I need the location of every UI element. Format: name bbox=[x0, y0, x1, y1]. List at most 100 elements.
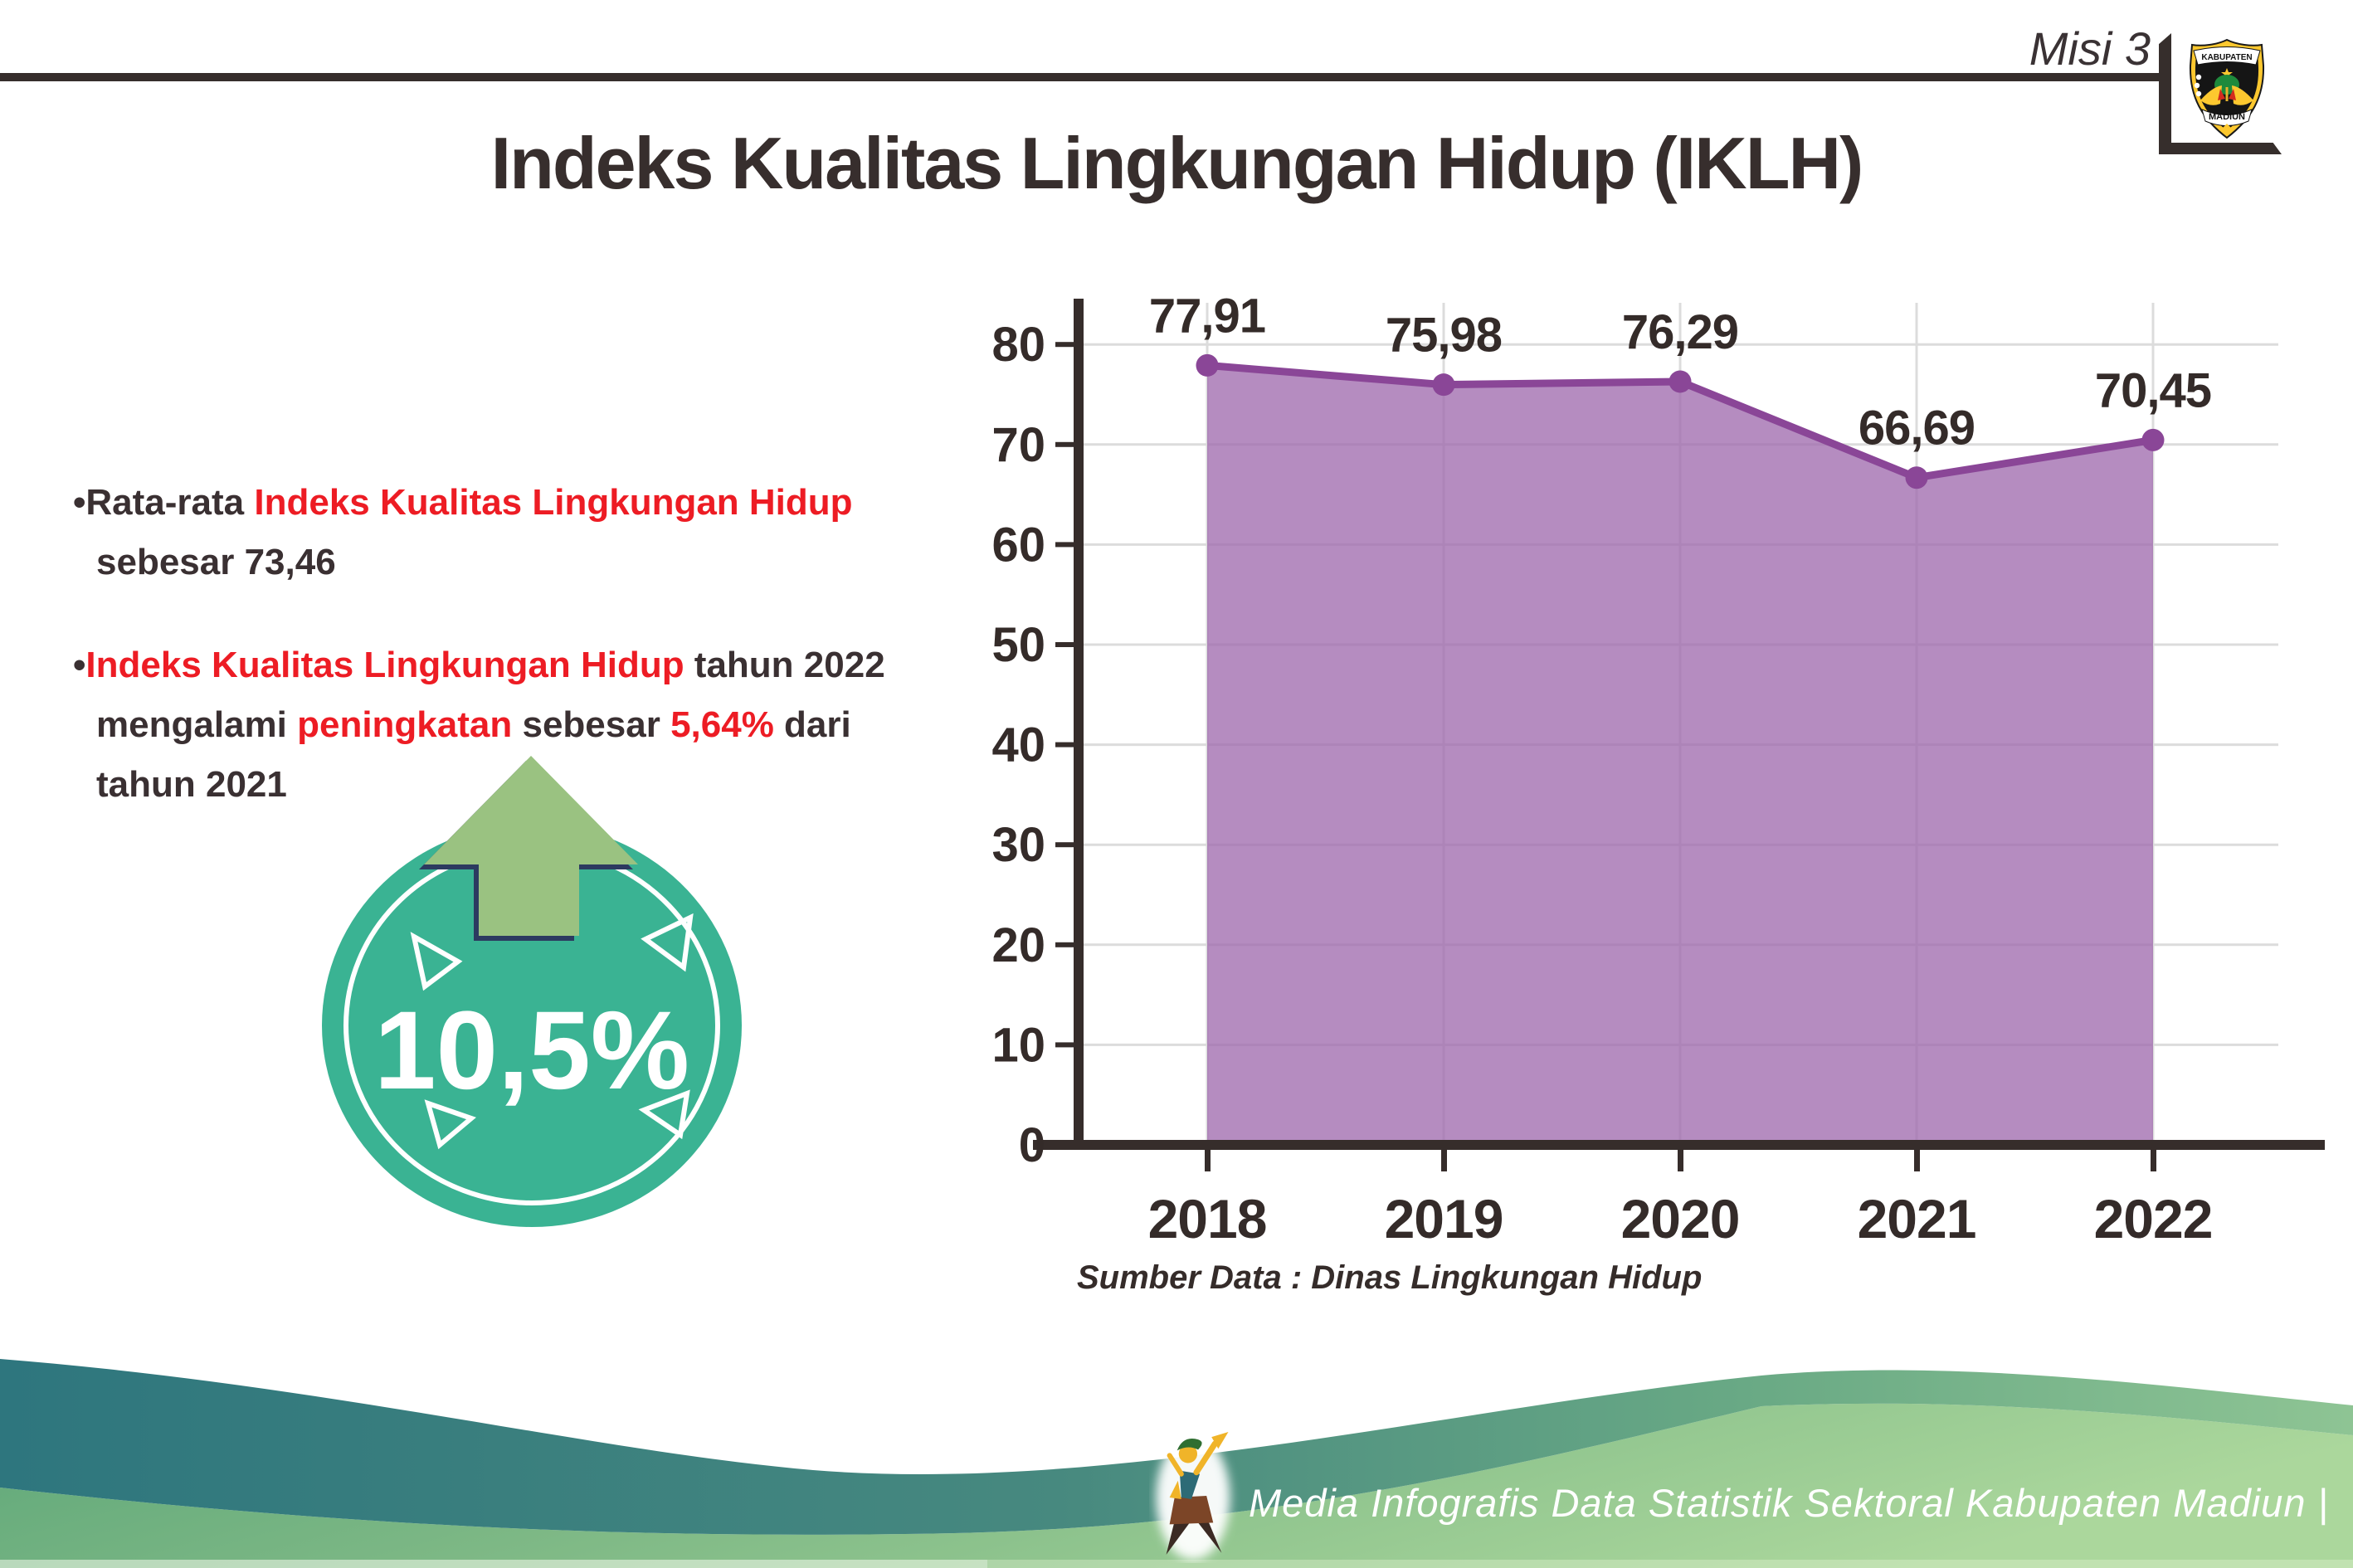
y-tick bbox=[1055, 441, 1074, 447]
y-axis bbox=[1074, 299, 1084, 1150]
data-point bbox=[1196, 353, 1219, 377]
y-tick bbox=[1055, 742, 1074, 747]
up-arrow-icon bbox=[424, 756, 638, 936]
y-axis-label: 0 bbox=[1019, 1118, 1045, 1172]
footer-bottom-strip-left bbox=[0, 1560, 987, 1568]
data-label: 77,91 bbox=[1149, 290, 1265, 343]
data-point bbox=[1432, 373, 1455, 397]
growth-value: 10,5% bbox=[374, 989, 689, 1113]
text-segment: tahun 2022 bbox=[684, 645, 885, 685]
mascot-sarong bbox=[1169, 1496, 1214, 1525]
text-segment: dari bbox=[773, 704, 851, 745]
data-point bbox=[1905, 466, 1928, 489]
text-segment: mengalami bbox=[96, 704, 298, 745]
insight-list: •Rata-rata Indeks Kualitas Lingkungan Hi… bbox=[73, 473, 1002, 858]
text-segment: • bbox=[73, 645, 86, 685]
logo-flower-icon bbox=[2194, 82, 2200, 89]
bullet-line: mengalami peningkatan sebesar 5,64% dari bbox=[73, 695, 1002, 755]
data-label: 76,29 bbox=[1622, 305, 1738, 359]
mascot-beret bbox=[1176, 1439, 1202, 1451]
bullet-line: •Indeks Kualitas Lingkungan Hidup tahun … bbox=[73, 635, 1002, 695]
dancer-mascot-icon bbox=[1156, 1432, 1230, 1560]
mascot-head bbox=[1178, 1444, 1198, 1463]
x-tick bbox=[1205, 1150, 1211, 1171]
x-tick bbox=[1914, 1150, 1920, 1171]
mascot-pennant bbox=[1211, 1432, 1229, 1449]
y-axis-label: 80 bbox=[991, 318, 1045, 372]
data-label: 75,98 bbox=[1386, 309, 1502, 363]
bullet-line: tahun 2021 bbox=[73, 755, 1002, 815]
y-axis-label: 10 bbox=[991, 1018, 1045, 1072]
sparkle-triangle-icon bbox=[638, 1089, 690, 1140]
mascot-arm bbox=[1193, 1440, 1218, 1476]
x-axis-label: 2021 bbox=[1858, 1188, 1976, 1249]
mascot-sash bbox=[1169, 1480, 1181, 1500]
header-rule bbox=[0, 73, 2159, 81]
logo-red-ornament-left bbox=[2218, 89, 2225, 100]
text-segment-highlight: Indeks Kualitas Lingkungan Hidup bbox=[254, 482, 853, 523]
sparkle-triangle-icon bbox=[410, 932, 463, 991]
footer-bottom-strip bbox=[0, 1560, 2353, 1568]
y-axis-label: 40 bbox=[991, 718, 1045, 772]
x-axis-label: 2022 bbox=[2094, 1188, 2213, 1249]
x-axis-label: 2020 bbox=[1621, 1188, 1740, 1249]
bullet-line: sebesar 73,46 bbox=[73, 533, 1002, 592]
y-axis-label: 60 bbox=[991, 518, 1045, 572]
x-tick bbox=[2151, 1150, 2156, 1171]
y-tick bbox=[1055, 542, 1074, 548]
text-segment: sebesar bbox=[512, 704, 671, 745]
logo-right-wing-icon bbox=[2232, 85, 2253, 105]
mascot-leg bbox=[1198, 1521, 1222, 1553]
page-title: Indeks Kualitas Lingkungan Hidup (IKLH) bbox=[490, 122, 1864, 204]
x-tick bbox=[1678, 1150, 1683, 1171]
iklh-area-chart: 0 10 20 30 40 50 60 70 80 2018 2019 2020 2021 2022 77,… bbox=[991, 290, 2325, 1249]
logo-top-banner bbox=[2193, 46, 2261, 66]
insight-bullet-2: •Indeks Kualitas Lingkungan Hidup tahun … bbox=[73, 635, 1002, 815]
text-segment: tahun 2021 bbox=[96, 764, 287, 805]
logo-flower-icon bbox=[2195, 90, 2202, 97]
text-segment-highlight: peningkatan bbox=[297, 704, 513, 745]
y-axis-label: 50 bbox=[991, 618, 1045, 672]
data-point bbox=[1669, 370, 1692, 393]
y-axis-label: 30 bbox=[991, 818, 1045, 872]
y-tick bbox=[1055, 1042, 1074, 1048]
logo-flower-icon bbox=[2195, 74, 2202, 80]
logo-bottom-banner bbox=[2201, 109, 2253, 126]
x-tick bbox=[1441, 1150, 1447, 1171]
misi-label: Misi 3 bbox=[2029, 22, 2151, 75]
mascot-leg bbox=[1166, 1521, 1190, 1555]
kabupaten-madiun-logo-icon: KABUPATEN MADIUN bbox=[2189, 38, 2265, 139]
y-tick bbox=[1055, 842, 1074, 848]
y-tick bbox=[1055, 942, 1074, 947]
sparkle-triangle-icon bbox=[641, 913, 694, 972]
x-axis-label: 2019 bbox=[1385, 1188, 1503, 1249]
y-tick bbox=[1055, 642, 1074, 647]
badge-circle bbox=[322, 824, 742, 1227]
logo-top-text: KABUPATEN bbox=[2201, 53, 2252, 62]
text-segment: sebesar 73,46 bbox=[96, 542, 336, 582]
footer-caption: Media Infografis Data Statistik Sektoral… bbox=[1249, 1481, 2329, 1525]
bullet-line: •Rata-rata Indeks Kualitas Lingkungan Hi… bbox=[73, 473, 1002, 533]
insight-bullet-1: •Rata-rata Indeks Kualitas Lingkungan Hi… bbox=[73, 473, 1002, 592]
logo-bottom-text: MADIUN bbox=[2209, 112, 2245, 122]
data-label: 66,69 bbox=[1859, 402, 1975, 455]
text-segment: •Rata-rata bbox=[73, 482, 255, 523]
footer-wave bbox=[0, 1359, 2353, 1568]
logo-left-wing-icon bbox=[2200, 85, 2222, 105]
logo-tree-trunk bbox=[2225, 87, 2229, 101]
data-label: 70,45 bbox=[2095, 363, 2211, 417]
x-axis bbox=[1033, 1140, 2325, 1150]
mascot-arm bbox=[1167, 1453, 1184, 1477]
x-axis-label: 2018 bbox=[1148, 1188, 1267, 1249]
footer-wave-light-green bbox=[0, 1403, 2353, 1568]
source-note: Sumber Data : Dinas Lingkungan Hidup bbox=[1077, 1259, 1703, 1296]
mascot-torso bbox=[1179, 1470, 1201, 1500]
y-axis-label: 20 bbox=[991, 918, 1045, 972]
y-axis-label: 70 bbox=[991, 418, 1045, 472]
logo-frame-horizontal-bar bbox=[2159, 143, 2282, 154]
logo-red-ornament-right bbox=[2229, 89, 2236, 100]
sparkle-triangle-icon bbox=[424, 1099, 476, 1150]
growth-badge: 10,5% bbox=[322, 756, 742, 1227]
logo-bottom-ornament bbox=[2222, 124, 2232, 135]
